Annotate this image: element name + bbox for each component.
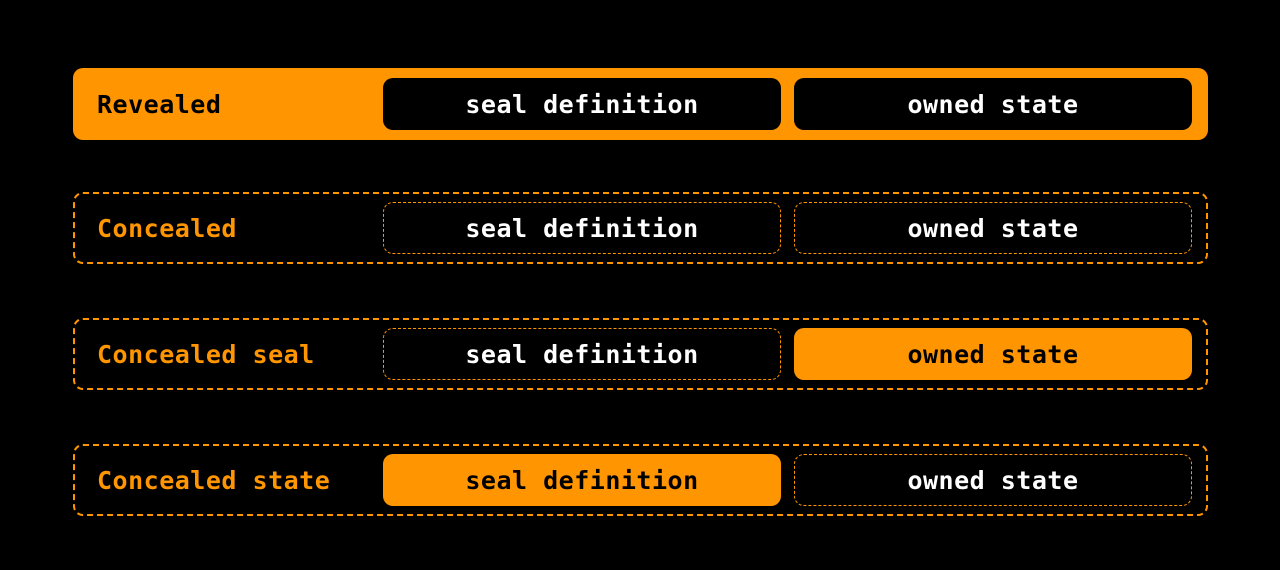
row-revealed: Revealed seal definition owned state [73, 68, 1208, 140]
row-label: Concealed [97, 213, 237, 243]
seal-definition-box: seal definition [383, 328, 781, 380]
owned-state-box: owned state [794, 202, 1192, 254]
row-concealed: Concealed seal definition owned state [73, 192, 1208, 264]
seal-definition-box: seal definition [383, 78, 781, 130]
row-concealed-seal: Concealed seal seal definition owned sta… [73, 318, 1208, 390]
owned-state-box: owned state [794, 328, 1192, 380]
seal-definition-box: seal definition [383, 202, 781, 254]
row-label: Revealed [97, 89, 222, 119]
row-label: Concealed state [97, 465, 331, 495]
owned-state-box: owned state [794, 78, 1192, 130]
seal-definition-box: seal definition [383, 454, 781, 506]
row-concealed-state: Concealed state seal definition owned st… [73, 444, 1208, 516]
row-label: Concealed seal [97, 339, 315, 369]
owned-state-box: owned state [794, 454, 1192, 506]
